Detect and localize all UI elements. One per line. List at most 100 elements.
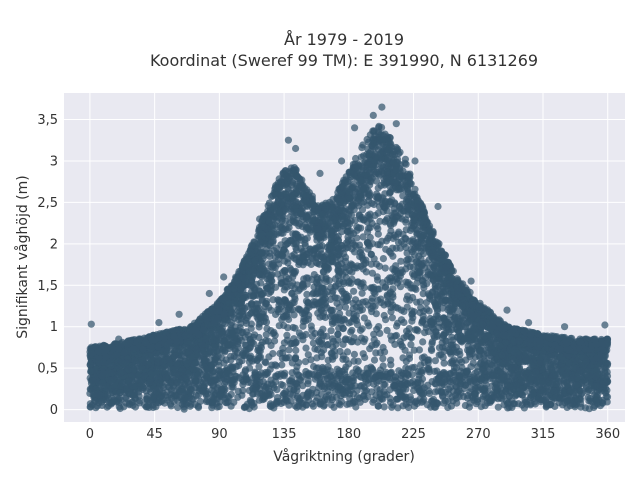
data-point xyxy=(384,327,391,334)
data-point xyxy=(365,322,372,329)
data-point xyxy=(276,350,283,357)
data-point xyxy=(363,268,370,275)
data-point xyxy=(415,244,422,251)
data-point xyxy=(284,337,291,344)
data-point xyxy=(378,238,385,245)
data-point xyxy=(292,339,299,346)
data-point xyxy=(314,244,321,251)
data-point xyxy=(430,277,437,284)
data-point xyxy=(258,314,265,321)
data-point xyxy=(320,332,327,339)
data-point xyxy=(411,308,418,315)
data-point xyxy=(328,350,335,357)
data-point xyxy=(373,310,380,317)
data-point xyxy=(288,237,295,244)
data-point xyxy=(382,246,389,253)
data-point xyxy=(310,298,317,305)
data-point xyxy=(498,352,505,359)
data-point xyxy=(387,227,394,234)
data-point xyxy=(303,291,310,298)
data-point xyxy=(238,308,245,315)
data-point xyxy=(369,270,376,277)
data-point xyxy=(441,360,448,367)
data-point xyxy=(258,344,265,351)
data-point xyxy=(292,347,299,354)
data-point xyxy=(394,213,401,220)
data-point xyxy=(331,319,338,326)
data-point xyxy=(319,326,326,333)
data-point xyxy=(288,252,295,259)
data-point xyxy=(352,242,359,249)
data-point xyxy=(379,279,386,286)
data-point xyxy=(304,235,311,242)
data-point xyxy=(206,348,213,355)
data-point xyxy=(452,314,459,321)
data-point xyxy=(382,197,389,204)
data-point xyxy=(392,233,399,240)
data-point xyxy=(415,253,422,260)
data-point xyxy=(328,307,335,314)
data-point xyxy=(271,337,278,344)
data-point xyxy=(337,348,344,355)
data-point xyxy=(329,344,336,351)
data-point xyxy=(387,357,394,364)
data-point xyxy=(411,347,418,354)
data-point xyxy=(316,314,323,321)
data-point xyxy=(403,333,410,340)
data-point xyxy=(263,325,270,332)
data-point xyxy=(269,239,276,246)
data-point xyxy=(339,356,346,363)
data-point xyxy=(359,279,366,286)
data-point xyxy=(333,253,340,260)
data-point xyxy=(373,261,380,268)
data-point xyxy=(329,356,336,363)
data-point xyxy=(393,267,400,274)
data-point xyxy=(263,331,270,338)
data-point xyxy=(384,235,391,242)
data-point xyxy=(369,295,376,302)
data-point xyxy=(171,352,178,359)
data-point xyxy=(372,349,379,356)
data-point xyxy=(305,351,312,358)
data-point xyxy=(360,338,367,345)
data-point xyxy=(360,256,367,263)
data-point xyxy=(397,245,404,252)
data-point xyxy=(398,316,405,323)
data-point xyxy=(300,275,307,282)
data-point xyxy=(232,347,239,354)
data-point xyxy=(301,311,308,318)
data-point xyxy=(366,345,373,352)
data-point xyxy=(183,360,190,367)
data-point xyxy=(419,338,426,345)
data-point xyxy=(455,321,462,328)
data-point xyxy=(342,264,349,271)
data-point xyxy=(343,274,350,281)
data-point xyxy=(243,320,250,327)
data-point xyxy=(351,351,358,358)
data-point xyxy=(360,233,367,240)
data-point xyxy=(361,314,368,321)
data-point xyxy=(345,293,352,300)
data-point xyxy=(421,329,428,336)
data-point xyxy=(272,254,279,261)
data-point xyxy=(285,346,292,353)
data-point xyxy=(283,311,290,318)
data-point xyxy=(364,301,371,308)
data-point xyxy=(248,339,255,346)
data-point xyxy=(289,306,296,313)
data-point xyxy=(458,314,465,321)
data-point xyxy=(299,336,306,343)
data-point xyxy=(348,338,355,345)
data-point xyxy=(504,358,511,365)
data-point xyxy=(255,352,262,359)
data-point xyxy=(409,270,416,277)
data-point xyxy=(346,220,353,227)
data-point xyxy=(227,353,234,360)
data-point xyxy=(310,363,317,370)
data-point xyxy=(356,373,363,380)
data-point xyxy=(543,355,550,362)
data-point xyxy=(291,293,298,300)
data-point xyxy=(421,353,428,360)
data-point xyxy=(426,295,433,302)
